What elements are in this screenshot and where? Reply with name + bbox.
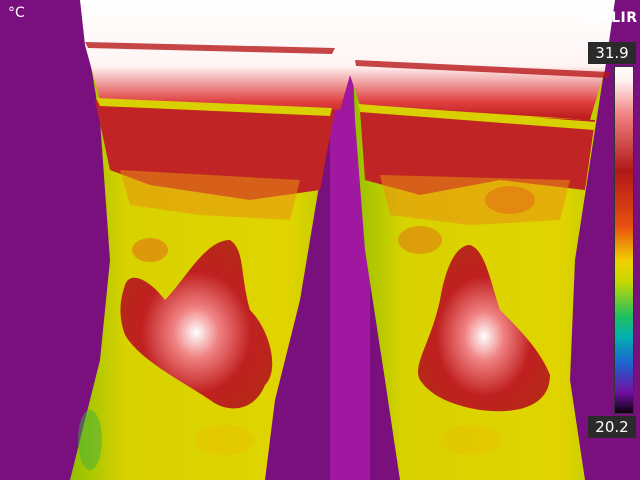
temperature-unit-label: °C	[8, 5, 25, 21]
left-knee-hotspot	[120, 240, 273, 409]
brand-logo: FLIR	[586, 10, 637, 26]
brand-text: FLIR	[601, 10, 638, 26]
scale-max-value: 31.9	[588, 42, 636, 64]
shorts	[80, 0, 615, 120]
temperature-colorbar	[614, 66, 634, 414]
scale-min-value: 20.2	[588, 416, 636, 438]
right-knee-hotspot	[418, 245, 550, 412]
flir-logo-icon	[586, 11, 598, 23]
